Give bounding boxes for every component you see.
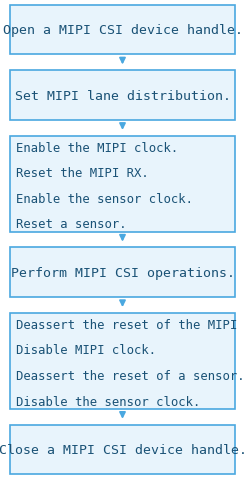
Text: Disable the sensor clock.: Disable the sensor clock.: [16, 395, 200, 408]
Text: Set MIPI lane distribution.: Set MIPI lane distribution.: [14, 89, 231, 102]
Text: Close a MIPI CSI device handle.: Close a MIPI CSI device handle.: [0, 443, 245, 456]
Text: Disable MIPI clock.: Disable MIPI clock.: [16, 344, 156, 357]
Text: Perform MIPI CSI operations.: Perform MIPI CSI operations.: [11, 266, 234, 279]
Bar: [10, 248, 235, 298]
Bar: [10, 71, 235, 120]
Text: Reset the MIPI RX.: Reset the MIPI RX.: [16, 167, 149, 180]
Text: Reset a sensor.: Reset a sensor.: [16, 218, 127, 231]
Bar: [10, 136, 235, 232]
Bar: [10, 425, 235, 474]
Bar: [10, 6, 235, 55]
Text: Open a MIPI CSI device handle.: Open a MIPI CSI device handle.: [2, 24, 243, 37]
Bar: [10, 313, 235, 409]
Text: Deassert the reset of the MIPI RX.: Deassert the reset of the MIPI RX.: [16, 318, 245, 331]
Text: Enable the MIPI clock.: Enable the MIPI clock.: [16, 142, 178, 155]
Text: Enable the sensor clock.: Enable the sensor clock.: [16, 192, 193, 205]
Text: Deassert the reset of a sensor.: Deassert the reset of a sensor.: [16, 369, 245, 382]
